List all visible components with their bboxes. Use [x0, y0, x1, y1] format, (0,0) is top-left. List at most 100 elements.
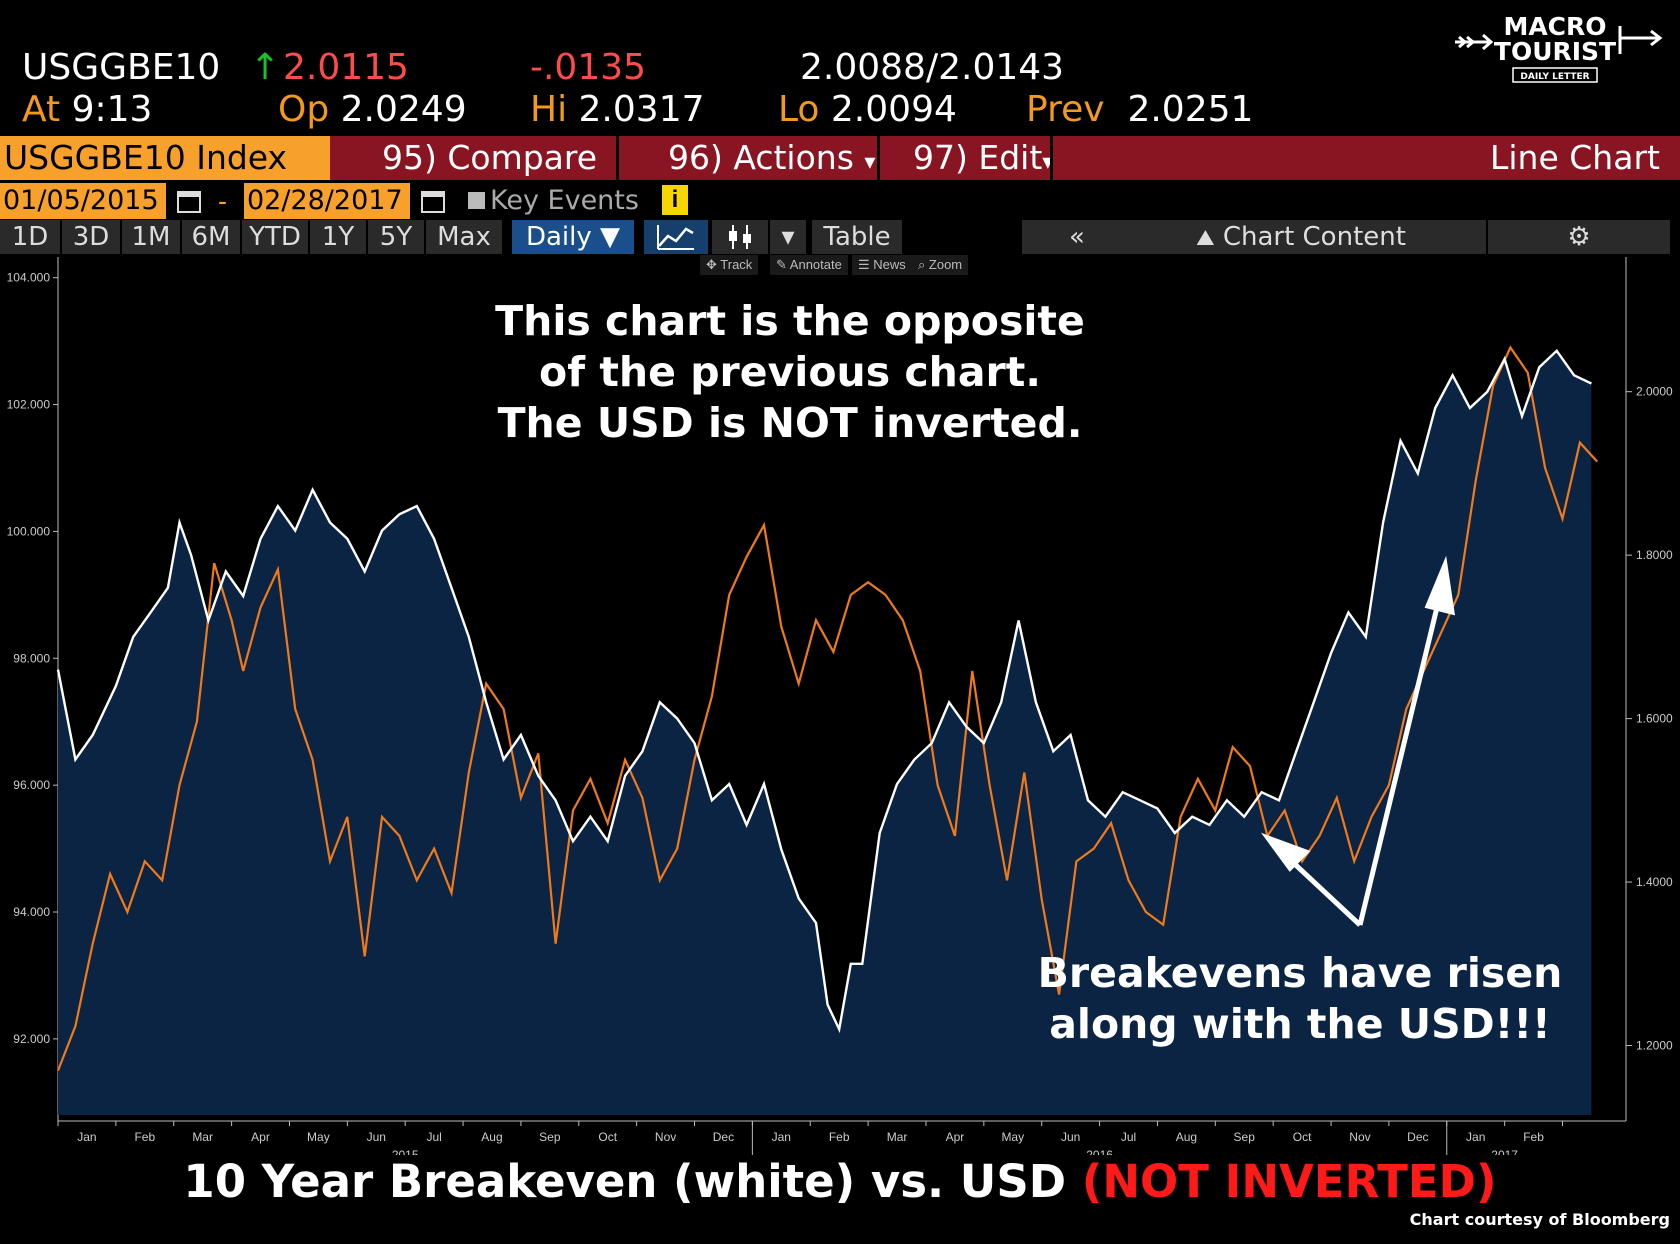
key-events-checkbox[interactable] — [468, 192, 485, 209]
chart-type-label[interactable]: Line Chart — [1490, 138, 1660, 177]
period-button-1m[interactable]: 1M — [122, 220, 180, 254]
footer-title: 10 Year Breakeven (white) vs. USD (NOT I… — [0, 1152, 1680, 1212]
annotation-line: along with the USD!!! — [1049, 1000, 1551, 1048]
x-tick-label: Aug — [481, 1130, 502, 1144]
open-stat: Op 2.0249 — [278, 88, 467, 132]
prev-stat: Prev 2.0251 — [1026, 88, 1253, 132]
chart-content-icon: ⛰ — [1196, 226, 1215, 251]
edit-caret-icon: ▾ — [1042, 150, 1054, 175]
left-tick-label: 96.000 — [13, 778, 50, 792]
line-chart-icon[interactable] — [644, 220, 708, 254]
bottom-annotation: Breakevens have risen along with the USD… — [1000, 948, 1600, 1050]
actions-button[interactable]: 96) Actions ▾ — [668, 136, 875, 180]
bid-ask: 2.0088/2.0143 — [800, 47, 1065, 88]
track-tool[interactable]: ✥ Track — [700, 255, 759, 275]
arrow-up-head-icon — [1424, 555, 1456, 616]
calendar-icon[interactable] — [175, 187, 201, 215]
edit-button[interactable]: 97) Edit▾ — [913, 136, 1053, 180]
toolbar-divider — [877, 136, 880, 180]
annotation-line: The USD is NOT inverted. — [497, 399, 1083, 447]
x-tick-label: Sep — [539, 1130, 561, 1144]
x-tick-label: Oct — [1293, 1130, 1312, 1144]
net-change: -.0135 — [530, 47, 647, 88]
period-button-1y[interactable]: 1Y — [310, 220, 366, 254]
x-tick-label: Oct — [598, 1130, 617, 1144]
period-button-3d[interactable]: 3D — [62, 220, 120, 254]
top-annotation: This chart is the opposite of the previo… — [380, 296, 1200, 449]
left-tick-label: 92.000 — [13, 1032, 50, 1046]
calendar-icon[interactable] — [419, 187, 445, 215]
left-tick-label: 94.000 — [13, 905, 50, 919]
period-button-6m[interactable]: 6M — [182, 220, 240, 254]
right-tick-label: 2.0000 — [1636, 385, 1673, 399]
x-tick-label: Feb — [829, 1130, 850, 1144]
compare-button[interactable]: 95) Compare — [382, 138, 598, 177]
x-tick-label: May — [1001, 1130, 1024, 1144]
collapse-icon[interactable]: « — [1022, 220, 1132, 254]
period-button-ytd[interactable]: YTD — [242, 220, 308, 254]
bid-value: 2.0088 — [800, 47, 926, 88]
right-tick-label: 1.4000 — [1636, 875, 1673, 889]
last-price: 2.0115 — [283, 47, 409, 88]
x-tick-label: Jan — [1466, 1130, 1485, 1144]
x-tick-label: Jun — [1061, 1130, 1080, 1144]
prev-label: Prev — [1026, 89, 1105, 130]
x-tick-label: Feb — [134, 1130, 155, 1144]
x-tick-label: Jun — [367, 1130, 386, 1144]
zoom-label: Zoom — [928, 257, 963, 272]
prev-value: 2.0251 — [1127, 89, 1254, 130]
frequency-dropdown[interactable]: Daily ▼ — [512, 220, 634, 254]
start-date-field[interactable]: 01/05/2015 — [0, 183, 166, 219]
toolbar-divider — [1050, 136, 1053, 180]
zoom-tool[interactable]: ⌕ Zoom — [912, 255, 969, 275]
x-tick-label: Jan — [77, 1130, 96, 1144]
left-tick-label: 98.000 — [13, 651, 50, 665]
ask-value: 2.0143 — [938, 47, 1065, 88]
toolbar-divider — [616, 136, 619, 180]
news-label: News — [873, 257, 906, 272]
time-label: At — [22, 89, 61, 130]
x-tick-label: Feb — [1523, 1130, 1544, 1144]
period-button-max[interactable]: Max — [426, 220, 502, 254]
security-field[interactable]: USGGBE10 Index — [0, 136, 330, 180]
key-events-label: Key Events — [490, 185, 639, 216]
low-stat: Lo 2.0094 — [778, 88, 957, 132]
arrow-left-shaft — [1283, 853, 1362, 927]
x-tick-label: Sep — [1234, 1130, 1256, 1144]
annotation-line: This chart is the opposite — [495, 297, 1085, 345]
x-tick-label: Jul — [426, 1130, 441, 1144]
chart-content-button[interactable]: ⛰ Chart Content — [1116, 220, 1486, 254]
news-tool[interactable]: ☰ News — [852, 255, 912, 275]
open-value: 2.0249 — [340, 89, 467, 130]
annotate-tool[interactable]: ✎ Annotate — [770, 255, 848, 275]
settings-gear-icon[interactable]: ⚙ — [1488, 220, 1670, 254]
chart-credit: Chart courtesy of Bloomberg — [1409, 1210, 1670, 1229]
breakeven-series-line — [56, 348, 1592, 1034]
date-range-dash: - — [218, 186, 227, 216]
right-tick-label: 1.2000 — [1636, 1039, 1673, 1053]
x-tick-label: Mar — [887, 1130, 908, 1144]
left-tick-label: 104.000 — [7, 271, 51, 285]
time-stat: At 9:13 — [22, 88, 152, 132]
x-tick-label: Dec — [1407, 1130, 1428, 1144]
usd-series-line — [56, 345, 1599, 1072]
period-button-5y[interactable]: 5Y — [368, 220, 424, 254]
logo-line-3: DAILY LETTER — [1520, 72, 1589, 82]
open-label: Op — [278, 89, 330, 130]
logo-line-2: TOURIST — [1494, 37, 1616, 66]
x-tick-label: Jul — [1121, 1130, 1136, 1144]
annotation-line: of the previous chart. — [539, 348, 1041, 396]
end-date-field[interactable]: 02/28/2017 — [244, 183, 410, 219]
footer-title-text: 10 Year Breakeven (white) vs. USD — [183, 1155, 1067, 1208]
ticker-symbol: USGGBE10 — [22, 47, 221, 88]
arrow-left-head-icon — [1261, 832, 1311, 872]
info-icon[interactable]: i — [662, 185, 688, 215]
up-arrow-icon: ↑ — [250, 47, 281, 88]
chart-style-caret-icon[interactable]: ▾ — [770, 220, 806, 254]
candlestick-icon[interactable] — [712, 220, 768, 254]
table-button[interactable]: Table — [812, 220, 902, 254]
year-label: 2017 — [1491, 1148, 1518, 1155]
high-value: 2.0317 — [578, 89, 705, 130]
period-button-1d[interactable]: 1D — [0, 220, 60, 254]
